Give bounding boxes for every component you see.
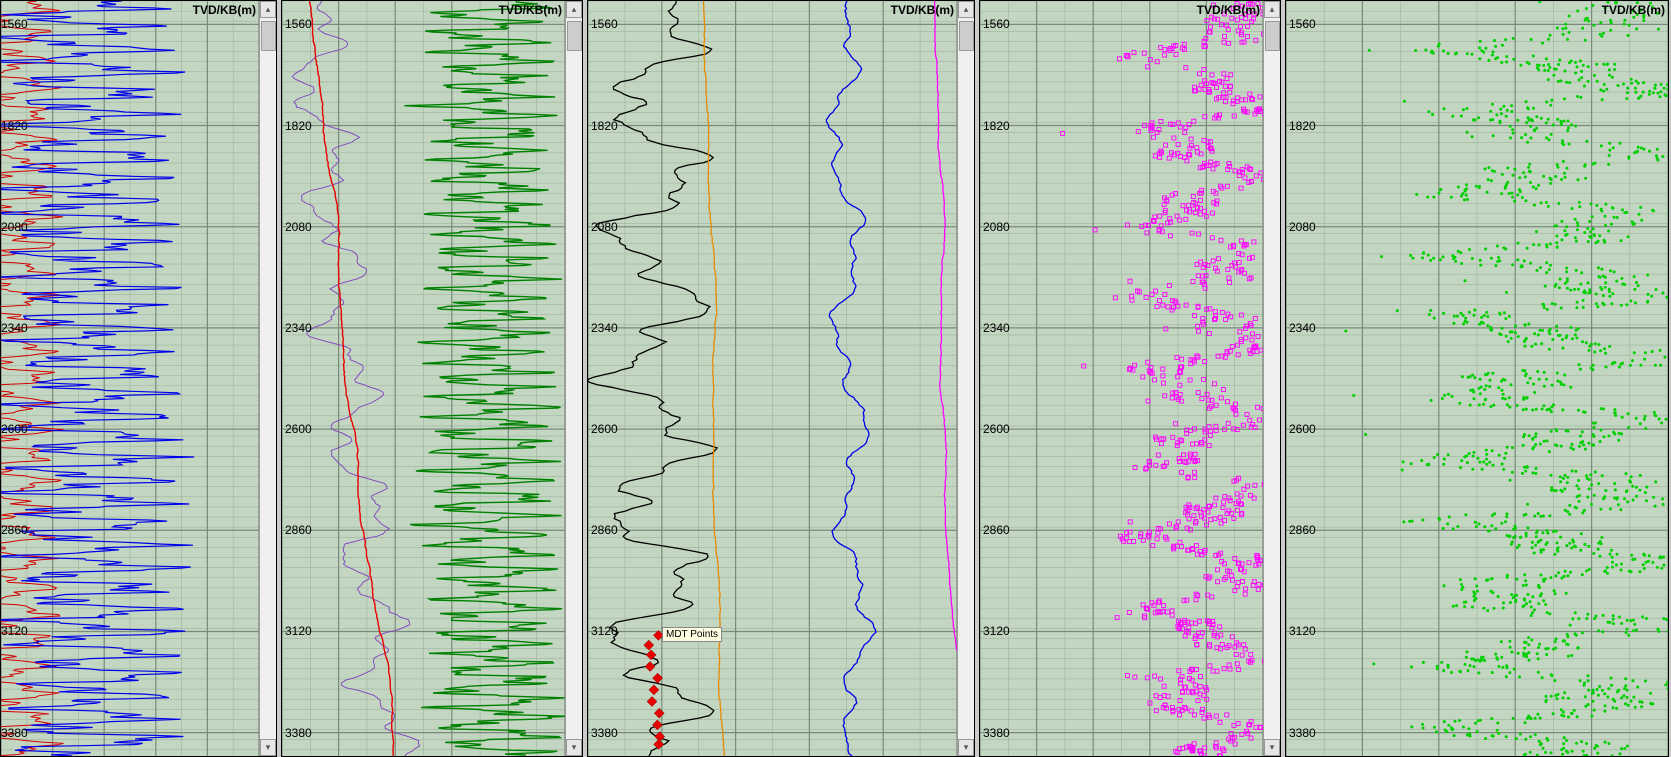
depth-tick-label: 1560 — [1289, 17, 1316, 31]
depth-tick-label: 3120 — [1289, 624, 1316, 638]
depth-tick-label: 1820 — [285, 119, 312, 133]
depth-tick-label: 2340 — [591, 321, 618, 335]
depth-tick-label: 2340 — [285, 321, 312, 335]
track-4-plot[interactable] — [980, 1, 1263, 756]
track-1: TVD/KB(m) 1560 1820 2080 2340 2600 2860 3120 338… — [0, 0, 277, 757]
depth-tick-label: 2600 — [1289, 422, 1316, 436]
depth-tick-label: 2080 — [285, 220, 312, 234]
scroll-up-button[interactable]: ▴ — [958, 1, 974, 18]
scroll-thumb[interactable] — [567, 21, 582, 51]
scroll-down-button[interactable]: ▾ — [260, 739, 276, 756]
depth-tick-label: 2860 — [591, 523, 618, 537]
depth-tick-label: 1560 — [285, 17, 312, 31]
depth-tick-label: 1820 — [983, 119, 1010, 133]
scrollbar[interactable]: ▴▾ — [259, 1, 276, 756]
depth-tick-label: 3380 — [591, 726, 618, 740]
depth-tick-label: 1560 — [591, 17, 618, 31]
depth-tick-label: 3380 — [1, 726, 28, 740]
axis-title: TVD/KB(m) — [193, 3, 256, 17]
axis-title: TVD/KB(m) — [499, 3, 562, 17]
depth-tick-label: 3120 — [1, 624, 28, 638]
depth-tick-label: 1820 — [1, 119, 28, 133]
depth-tick-label: 1560 — [983, 17, 1010, 31]
scroll-down-button[interactable]: ▾ — [566, 739, 582, 756]
depth-tick-label: 2080 — [983, 220, 1010, 234]
depth-tick-label: 2340 — [1289, 321, 1316, 335]
axis-title: TVD/KB(m) — [1602, 3, 1665, 17]
depth-tick-label: 3380 — [285, 726, 312, 740]
depth-tick-label: 2600 — [285, 422, 312, 436]
depth-tick-label: 2080 — [591, 220, 618, 234]
depth-tick-label: 1820 — [1289, 119, 1316, 133]
depth-tick-label: 3120 — [983, 624, 1010, 638]
depth-tick-label: 2080 — [1, 220, 28, 234]
depth-tick-label: 3120 — [591, 624, 618, 638]
mdt-tooltip: MDT Points — [662, 627, 722, 642]
track-3: TVD/KB(m) 1560 1820 2080 2340 2600 2860 3120 338… — [587, 0, 975, 757]
depth-tick-label: 3380 — [983, 726, 1010, 740]
scroll-up-button[interactable]: ▴ — [260, 1, 276, 18]
scroll-down-button[interactable]: ▾ — [1264, 739, 1280, 756]
tracks-container: TVD/KB(m) 1560 1820 2080 2340 2600 2860 3120 338… — [0, 0, 1671, 757]
depth-tick-label: 3120 — [285, 624, 312, 638]
depth-tick-label: 2860 — [1, 523, 28, 537]
depth-tick-label: 2080 — [1289, 220, 1316, 234]
depth-tick-label: 2340 — [1, 321, 28, 335]
depth-tick-label: 2600 — [591, 422, 618, 436]
scrollbar[interactable]: ▴▾ — [565, 1, 582, 756]
depth-tick-label: 3380 — [1289, 726, 1316, 740]
scroll-down-button[interactable]: ▾ — [958, 739, 974, 756]
depth-tick-label: 2860 — [285, 523, 312, 537]
scrollbar[interactable]: ▴▾ — [957, 1, 974, 756]
track-1-plot[interactable] — [1, 1, 259, 756]
track-5: TVD/KB(m) 1560 1820 2080 2340 2600 2860 3120 338… — [1285, 0, 1669, 757]
scroll-up-button[interactable]: ▴ — [566, 1, 582, 18]
track-5-plot[interactable] — [1286, 1, 1668, 756]
scroll-up-button[interactable]: ▴ — [1264, 1, 1280, 18]
scrollbar[interactable]: ▴▾ — [1263, 1, 1280, 756]
scroll-thumb[interactable] — [261, 21, 276, 51]
depth-tick-label: 1560 — [1, 17, 28, 31]
track-4: TVD/KB(m) 1560 1820 2080 2340 2600 2860 3120 338… — [979, 0, 1281, 757]
track-2: TVD/KB(m) 1560 1820 2080 2340 2600 2860 3120 338… — [281, 0, 583, 757]
depth-tick-label: 2600 — [983, 422, 1010, 436]
depth-tick-label: 2600 — [1, 422, 28, 436]
axis-title: TVD/KB(m) — [1197, 3, 1260, 17]
depth-tick-label: 2860 — [1289, 523, 1316, 537]
depth-tick-label: 1820 — [591, 119, 618, 133]
scroll-thumb[interactable] — [959, 21, 974, 51]
axis-title: TVD/KB(m) — [891, 3, 954, 17]
depth-tick-label: 2860 — [983, 523, 1010, 537]
track-2-plot[interactable] — [282, 1, 565, 756]
depth-tick-label: 2340 — [983, 321, 1010, 335]
track-3-plot[interactable] — [588, 1, 957, 756]
scroll-thumb[interactable] — [1265, 21, 1280, 51]
